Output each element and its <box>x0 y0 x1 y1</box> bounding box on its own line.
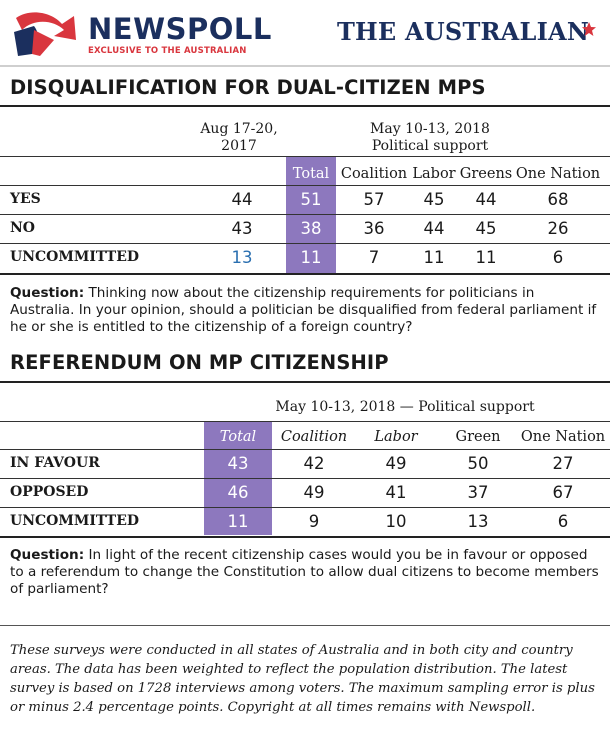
poll1-col-coalition: Coalition <box>340 166 408 182</box>
poll1-col-one-nation: One Nation <box>515 166 601 182</box>
row-divider <box>0 507 610 508</box>
poll2-labor-value: 49 <box>385 454 407 473</box>
newspoll-wordmark: NEWSPOLL <box>88 12 272 46</box>
newspoll-logo-icon <box>14 12 76 56</box>
poll2-col-total: Total <box>219 429 257 445</box>
poll1-table-bottom-rule <box>0 273 610 275</box>
poll2-total-value: 46 <box>227 483 249 502</box>
poll1-one-nation-value: 26 <box>547 219 569 238</box>
poll1-header-rule <box>0 156 610 157</box>
poll2-table-bottom-rule <box>0 536 610 538</box>
poll1-one-nation-value: 68 <box>547 190 569 209</box>
footnote-divider <box>0 625 610 626</box>
poll1-title-rule <box>0 105 610 107</box>
poll2-date: May 10-13, 2018 — Political support <box>275 399 535 415</box>
poll1-total-value: 51 <box>300 190 322 209</box>
poll1-row-label: UNCOMMITTED <box>10 249 140 265</box>
poll2-col-labor: Labor <box>374 429 418 445</box>
poll2-one-nation-value: 67 <box>552 483 574 502</box>
poll2-one-nation-value: 6 <box>557 512 569 531</box>
poll2-row-label: UNCOMMITTED <box>10 513 140 529</box>
poll2-coalition-value: 42 <box>303 454 325 473</box>
poll1-prev-value: 13 <box>231 248 253 267</box>
poll2-labor-value: 41 <box>385 483 407 502</box>
poll1-one-nation-value: 6 <box>552 248 564 267</box>
poll2-row-label: OPPOSED <box>10 484 89 500</box>
poll2-header-rule <box>0 421 610 422</box>
poll1-question: Question: Thinking now about the citizen… <box>10 285 597 335</box>
row-divider <box>0 243 610 244</box>
poll1-greens-value: 11 <box>475 248 497 267</box>
row-divider <box>0 214 610 215</box>
poll2-one-nation-value: 27 <box>552 454 574 473</box>
poll2-labor-value: 10 <box>385 512 407 531</box>
poll2-col-green: Green <box>455 429 501 445</box>
poll1-greens-value: 44 <box>475 190 497 209</box>
publication-wordmark: THE AUSTRALIAN <box>337 17 589 46</box>
poll1-prev-value: 43 <box>231 219 253 238</box>
poll1-row-label: NO <box>10 220 35 236</box>
poll2-coalition-value: 9 <box>308 512 320 531</box>
poll2-title: REFERENDUM ON MP CITIZENSHIP <box>10 351 389 374</box>
poll1-coalition-value: 57 <box>363 190 385 209</box>
methodology-footnote: These surveys were conducted in all stat… <box>10 643 595 715</box>
poll2-col-one-nation: One Nation <box>520 429 606 445</box>
poll1-row-label: YES <box>10 191 41 207</box>
poll1-prev-value: 44 <box>231 190 253 209</box>
header-divider <box>0 65 610 67</box>
poll1-col-greens: Greens <box>459 166 513 182</box>
star-icon <box>582 22 596 36</box>
poll1-labor-value: 11 <box>423 248 445 267</box>
poll1-col-total: Total <box>292 166 330 182</box>
poll1-total-highlight <box>286 157 336 273</box>
poll2-coalition-value: 49 <box>303 483 325 502</box>
poll1-current-date: May 10-13, 2018 Political support <box>370 121 490 154</box>
poll2-green-value: 13 <box>467 512 489 531</box>
poll1-greens-value: 45 <box>475 219 497 238</box>
poll1-labor-value: 44 <box>423 219 445 238</box>
poll2-title-rule <box>0 381 610 383</box>
poll1-prev-date: Aug 17-20, 2017 <box>200 121 278 154</box>
row-divider <box>0 478 610 479</box>
poll2-question: Question: In light of the recent citizen… <box>10 547 599 597</box>
poll2-green-value: 50 <box>467 454 489 473</box>
poll2-row-label: IN FAVOUR <box>10 455 100 471</box>
poll2-col-coalition: Coalition <box>280 429 348 445</box>
poll1-total-value: 11 <box>300 248 322 267</box>
poll1-coalition-value: 7 <box>368 248 380 267</box>
poll2-total-value: 11 <box>227 512 249 531</box>
poll1-title: DISQUALIFICATION FOR DUAL-CITIZEN MPS <box>10 76 486 99</box>
poll2-green-value: 37 <box>467 483 489 502</box>
poll1-labor-value: 45 <box>423 190 445 209</box>
poll1-col-labor: Labor <box>412 166 456 182</box>
masthead: NEWSPOLL EXCLUSIVE TO THE AUSTRALIAN THE… <box>0 0 610 66</box>
poll2-colhead-rule <box>0 449 610 450</box>
poll1-colhead-rule <box>0 185 610 186</box>
poll1-coalition-value: 36 <box>363 219 385 238</box>
poll2-total-value: 43 <box>227 454 249 473</box>
newspoll-tagline: EXCLUSIVE TO THE AUSTRALIAN <box>88 46 247 56</box>
poll1-total-value: 38 <box>300 219 322 238</box>
